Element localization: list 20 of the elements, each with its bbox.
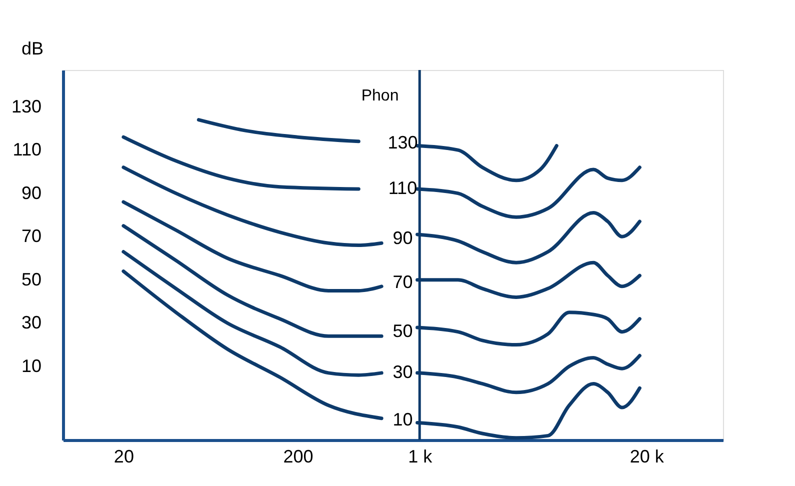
series-label: 110 [388,178,418,198]
y-axis-title: dB [22,38,44,58]
series-label: 10 [392,410,413,430]
series-label: 50 [392,320,413,341]
x-tick-label: 20 [114,446,134,466]
series-label: 70 [392,272,413,292]
y-tick-label: 30 [21,312,42,333]
series-label: 90 [392,228,413,248]
y-tick-label: 70 [21,226,42,246]
y-tick-label: 50 [21,269,42,290]
series-label: 30 [392,362,413,382]
annotation: Phon [361,88,399,105]
y-tick-label: 90 [21,182,42,203]
x-tick-label: 1 k [408,446,434,466]
y-tick-label: 110 [12,140,42,160]
series-label: 130 [388,132,418,153]
x-tick-label: 20 k [630,446,665,466]
y-tick-label: 10 [21,356,42,376]
y-tick-label: 130 [11,96,42,116]
x-tick-label: 200 [283,446,314,466]
